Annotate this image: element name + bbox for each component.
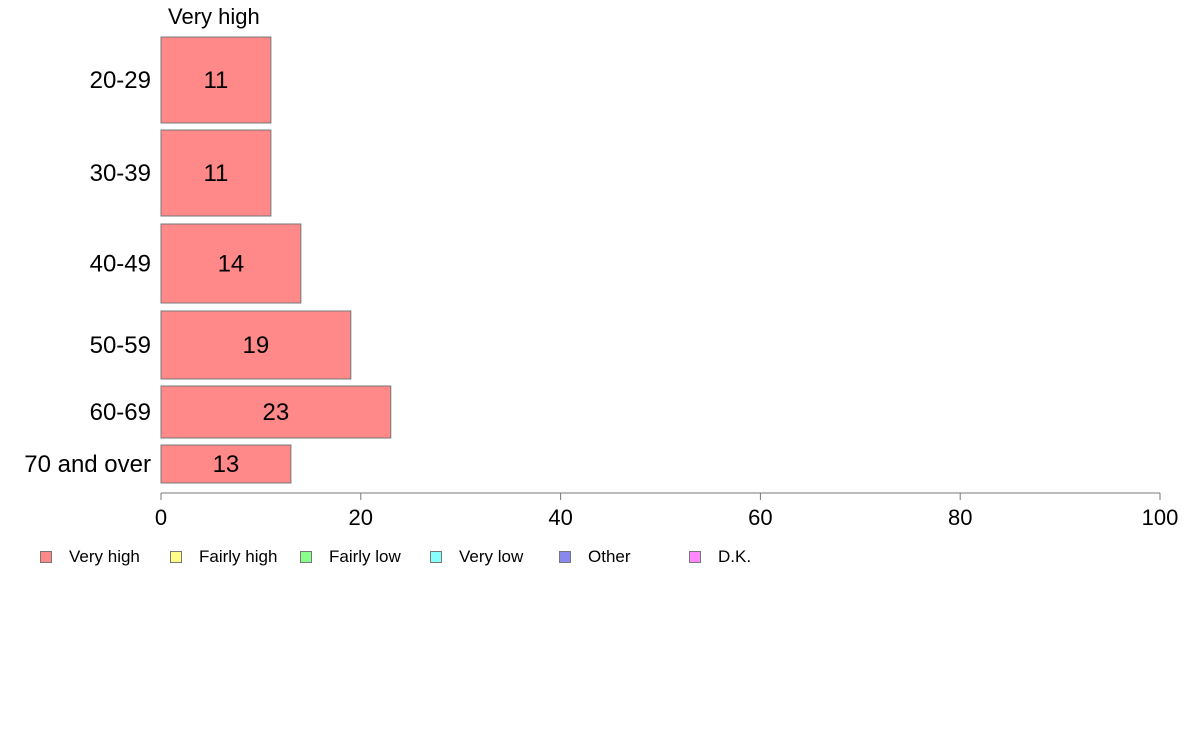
- legend-swatch: [40, 551, 52, 563]
- category-label: 30-39: [90, 160, 151, 187]
- legend-label: Other: [588, 547, 631, 566]
- bar-50-59: [160, 310, 352, 380]
- bar-value-label: 13: [213, 451, 240, 478]
- bar-value-label: 19: [243, 332, 270, 359]
- bar-value-label: 11: [203, 160, 228, 187]
- x-tick-label: 100: [1142, 505, 1179, 530]
- legend-item: Very high: [40, 546, 140, 568]
- category-label: 50-59: [90, 332, 151, 359]
- legend-item: Very low: [430, 546, 523, 568]
- legend-label: Fairly high: [199, 547, 278, 566]
- bar-70-and-over: [160, 444, 292, 484]
- bar-40-49: [160, 223, 302, 304]
- legend-item: Fairly low: [300, 546, 401, 568]
- legend-label: Very high: [69, 547, 140, 566]
- legend-swatch: [430, 551, 442, 563]
- bars: 11 20-29 11 30-39 14 40-49 19 50-59 23 60-69 13 70 …: [24, 36, 392, 484]
- legend-swatch: [559, 551, 571, 563]
- legend-item: Fairly high: [170, 546, 277, 568]
- bar-value-label: 14: [218, 251, 245, 278]
- legend-item: D.K.: [689, 546, 751, 568]
- x-tick-label: 60: [748, 505, 772, 530]
- x-tick-label: 80: [948, 505, 972, 530]
- panel-title: Very high: [168, 4, 260, 29]
- legend-label: Very low: [459, 547, 524, 566]
- x-tick-label: 40: [548, 505, 572, 530]
- bar-30-39: [160, 129, 272, 217]
- bar-20-29: [160, 36, 272, 124]
- legend-swatch: [170, 551, 182, 563]
- category-label: 70 and over: [24, 451, 151, 478]
- legend-item: Other: [559, 546, 631, 568]
- category-label: 60-69: [90, 399, 151, 426]
- legend-label: D.K.: [718, 547, 752, 566]
- x-tick-label: 20: [349, 505, 373, 530]
- legend-label: Fairly low: [329, 547, 401, 566]
- bar-value-label: 11: [203, 67, 228, 94]
- bar-value-label: 23: [263, 399, 290, 426]
- legend-swatch: [300, 551, 312, 563]
- bar-60-69: [160, 385, 392, 439]
- x-axis: 0 20 40 60 80 100: [155, 492, 1179, 530]
- x-tick-label: 0: [155, 505, 167, 530]
- legend-swatch: [689, 551, 701, 563]
- category-label: 20-29: [90, 67, 151, 94]
- category-label: 40-49: [90, 251, 151, 278]
